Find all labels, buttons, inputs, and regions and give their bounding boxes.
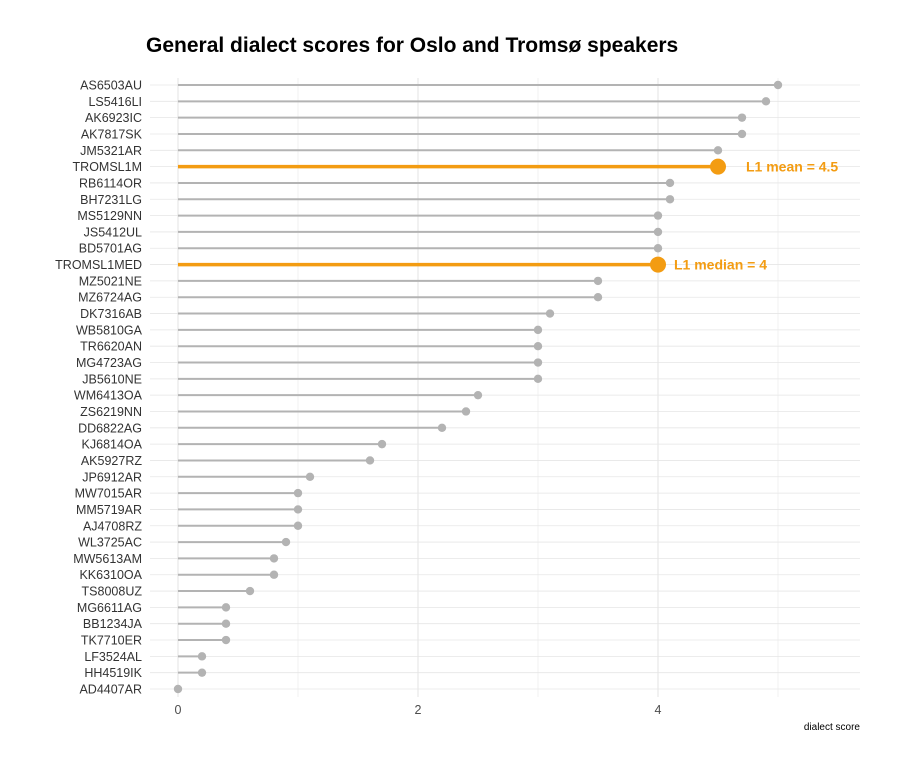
category-label: JM5321AR bbox=[80, 144, 142, 158]
highlight-label: L1 median = 4 bbox=[674, 257, 767, 273]
x-tick-label: 2 bbox=[415, 703, 422, 717]
lollipop-point bbox=[281, 537, 291, 547]
highlight-point bbox=[650, 256, 666, 273]
lollipop-point bbox=[473, 390, 483, 400]
category-label: MM5719AR bbox=[76, 503, 142, 517]
category-label: MW7015AR bbox=[75, 487, 142, 501]
category-label: KJ6814OA bbox=[82, 438, 143, 452]
lollipop-point bbox=[365, 456, 375, 465]
x-tick-label: 4 bbox=[655, 703, 662, 717]
category-label: AK6923IC bbox=[85, 111, 142, 125]
category-label: MS5129NN bbox=[77, 209, 142, 223]
lollipop-point bbox=[221, 603, 231, 612]
lollipop-point bbox=[245, 586, 255, 596]
lollipop-point bbox=[533, 374, 543, 384]
category-label: WM6413OA bbox=[74, 389, 143, 403]
lollipop-point bbox=[293, 521, 303, 530]
category-label: MW5613AM bbox=[73, 552, 142, 566]
category-label: AD4407AR bbox=[79, 683, 142, 697]
lollipop-point bbox=[593, 293, 603, 302]
lollipop-point bbox=[665, 178, 675, 188]
category-label: WB5810GA bbox=[76, 323, 143, 337]
lollipop-point bbox=[221, 619, 231, 628]
lollipop-stems bbox=[178, 84, 778, 674]
category-labels: AS6503AU LS5416LI AK6923IC AK7817SK JM5321AR… bbox=[55, 79, 142, 697]
category-label: JS5412UL bbox=[84, 225, 142, 239]
category-label: RB6114OR bbox=[79, 176, 142, 190]
lollipop-point bbox=[269, 570, 279, 579]
category-label: KK6310OA bbox=[79, 568, 142, 582]
lollipop-point bbox=[197, 652, 207, 661]
category-label: MZ5021NE bbox=[79, 274, 142, 288]
x-tick-labels: 0 2 4 bbox=[175, 703, 662, 717]
category-label: MG6611AG bbox=[77, 601, 142, 615]
lollipop-point bbox=[221, 635, 231, 645]
category-label: DK7316AB bbox=[80, 307, 142, 321]
category-label: BD5701AG bbox=[79, 242, 142, 256]
category-label: BB1234JA bbox=[83, 617, 143, 631]
lollipop-point bbox=[665, 195, 675, 204]
category-label: HH4519IK bbox=[84, 666, 142, 680]
lollipop-points bbox=[173, 80, 783, 694]
category-label: WL3725AC bbox=[78, 536, 142, 550]
category-label: TR6620AN bbox=[80, 340, 142, 354]
lollipop-point bbox=[377, 439, 387, 449]
category-label: AJ4708RZ bbox=[83, 519, 142, 533]
lollipop-point bbox=[437, 423, 447, 433]
lollipop-point bbox=[653, 244, 663, 253]
lollipop-point bbox=[737, 113, 747, 122]
lollipop-point bbox=[197, 668, 207, 677]
highlight-label: L1 mean = 4.5 bbox=[746, 159, 838, 175]
lollipop-point bbox=[737, 129, 747, 139]
chart-title: General dialect scores for Oslo and Trom… bbox=[146, 34, 679, 57]
lollipop-point bbox=[533, 341, 543, 351]
lollipop-point bbox=[173, 684, 183, 694]
lollipop-point bbox=[269, 554, 279, 563]
category-label: ZS6219NN bbox=[80, 405, 142, 419]
x-axis-label: dialect score bbox=[804, 722, 861, 733]
lollipop-point bbox=[293, 488, 303, 498]
lollipop-point bbox=[653, 211, 663, 220]
category-label: AS6503AU bbox=[80, 79, 142, 93]
lollipop-point bbox=[545, 309, 555, 318]
category-label: TROMSL1MED bbox=[55, 258, 142, 272]
category-label: MG4723AG bbox=[76, 356, 142, 370]
category-label: AK7817SK bbox=[81, 127, 143, 141]
lollipop-point bbox=[293, 505, 303, 514]
x-tick-label: 0 bbox=[175, 703, 182, 717]
category-label: TK7710ER bbox=[81, 634, 142, 648]
lollipop-point bbox=[713, 146, 723, 155]
highlight-point bbox=[710, 158, 726, 175]
category-label: TROMSL1M bbox=[73, 160, 142, 174]
lollipop-point bbox=[761, 97, 771, 106]
lollipop-point bbox=[533, 358, 543, 367]
lollipop-point bbox=[773, 80, 783, 90]
category-label: DD6822AG bbox=[78, 421, 142, 435]
category-label: MZ6724AG bbox=[78, 291, 142, 305]
category-label: TS8008UZ bbox=[82, 585, 143, 599]
category-label: LF3524AL bbox=[84, 650, 142, 664]
lollipop-point bbox=[533, 325, 543, 335]
category-label: LS5416LI bbox=[88, 95, 142, 109]
lollipop-point bbox=[593, 276, 603, 286]
category-label: JP6912AR bbox=[82, 470, 142, 484]
category-label: JB5610NE bbox=[82, 372, 142, 386]
category-label: BH7231LG bbox=[80, 193, 142, 207]
lollipop-point bbox=[305, 472, 315, 481]
lollipop-point bbox=[653, 227, 663, 237]
highlight-annotations: L1 mean = 4.5 L1 median = 4 bbox=[674, 159, 838, 273]
category-label: AK5927RZ bbox=[81, 454, 143, 468]
lollipop-point bbox=[461, 407, 471, 416]
